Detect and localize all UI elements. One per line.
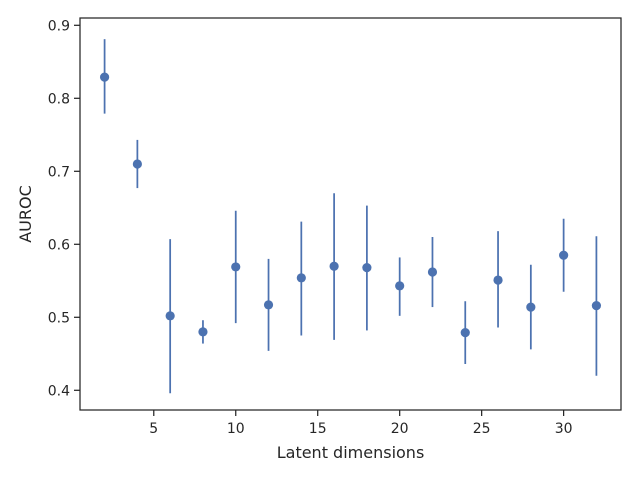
- data-point: [329, 261, 339, 271]
- axis-ticks: 5 10 15 20 25 30 0.4 0.5 0.6 0.7 0.8 0.9: [48, 18, 573, 437]
- x-axis-title: Latent dimensions: [277, 443, 425, 462]
- data-point: [395, 281, 405, 291]
- data-point: [132, 159, 142, 169]
- data-point: [559, 250, 569, 260]
- x-tick-label: 10: [227, 421, 245, 437]
- data-point: [296, 273, 306, 283]
- data-point: [198, 327, 208, 337]
- x-tick-label: 30: [555, 421, 573, 437]
- y-tick-label: 0.8: [48, 91, 70, 107]
- x-tick-label: 5: [149, 421, 158, 437]
- data-point: [460, 328, 470, 338]
- data-point: [493, 275, 503, 285]
- data-point: [99, 72, 110, 82]
- data-point: [165, 311, 175, 321]
- y-tick-label: 0.4: [48, 383, 70, 399]
- x-tick-label: 15: [309, 421, 327, 437]
- data-point: [362, 263, 372, 273]
- plot-frame: [79, 17, 622, 411]
- x-tick-label: 25: [473, 421, 491, 437]
- data-point: [526, 302, 536, 312]
- data-point: [427, 267, 438, 277]
- y-tick-label: 0.6: [48, 237, 70, 253]
- data-point: [263, 300, 274, 310]
- y-tick-label: 0.7: [48, 164, 70, 180]
- y-axis-title: AUROC: [16, 185, 35, 243]
- y-tick-label: 0.5: [48, 310, 70, 326]
- y-tick-label: 0.9: [48, 18, 70, 34]
- data-point: [231, 262, 241, 272]
- data-points: [99, 39, 602, 394]
- data-point: [591, 301, 602, 311]
- x-tick-label: 20: [391, 421, 409, 437]
